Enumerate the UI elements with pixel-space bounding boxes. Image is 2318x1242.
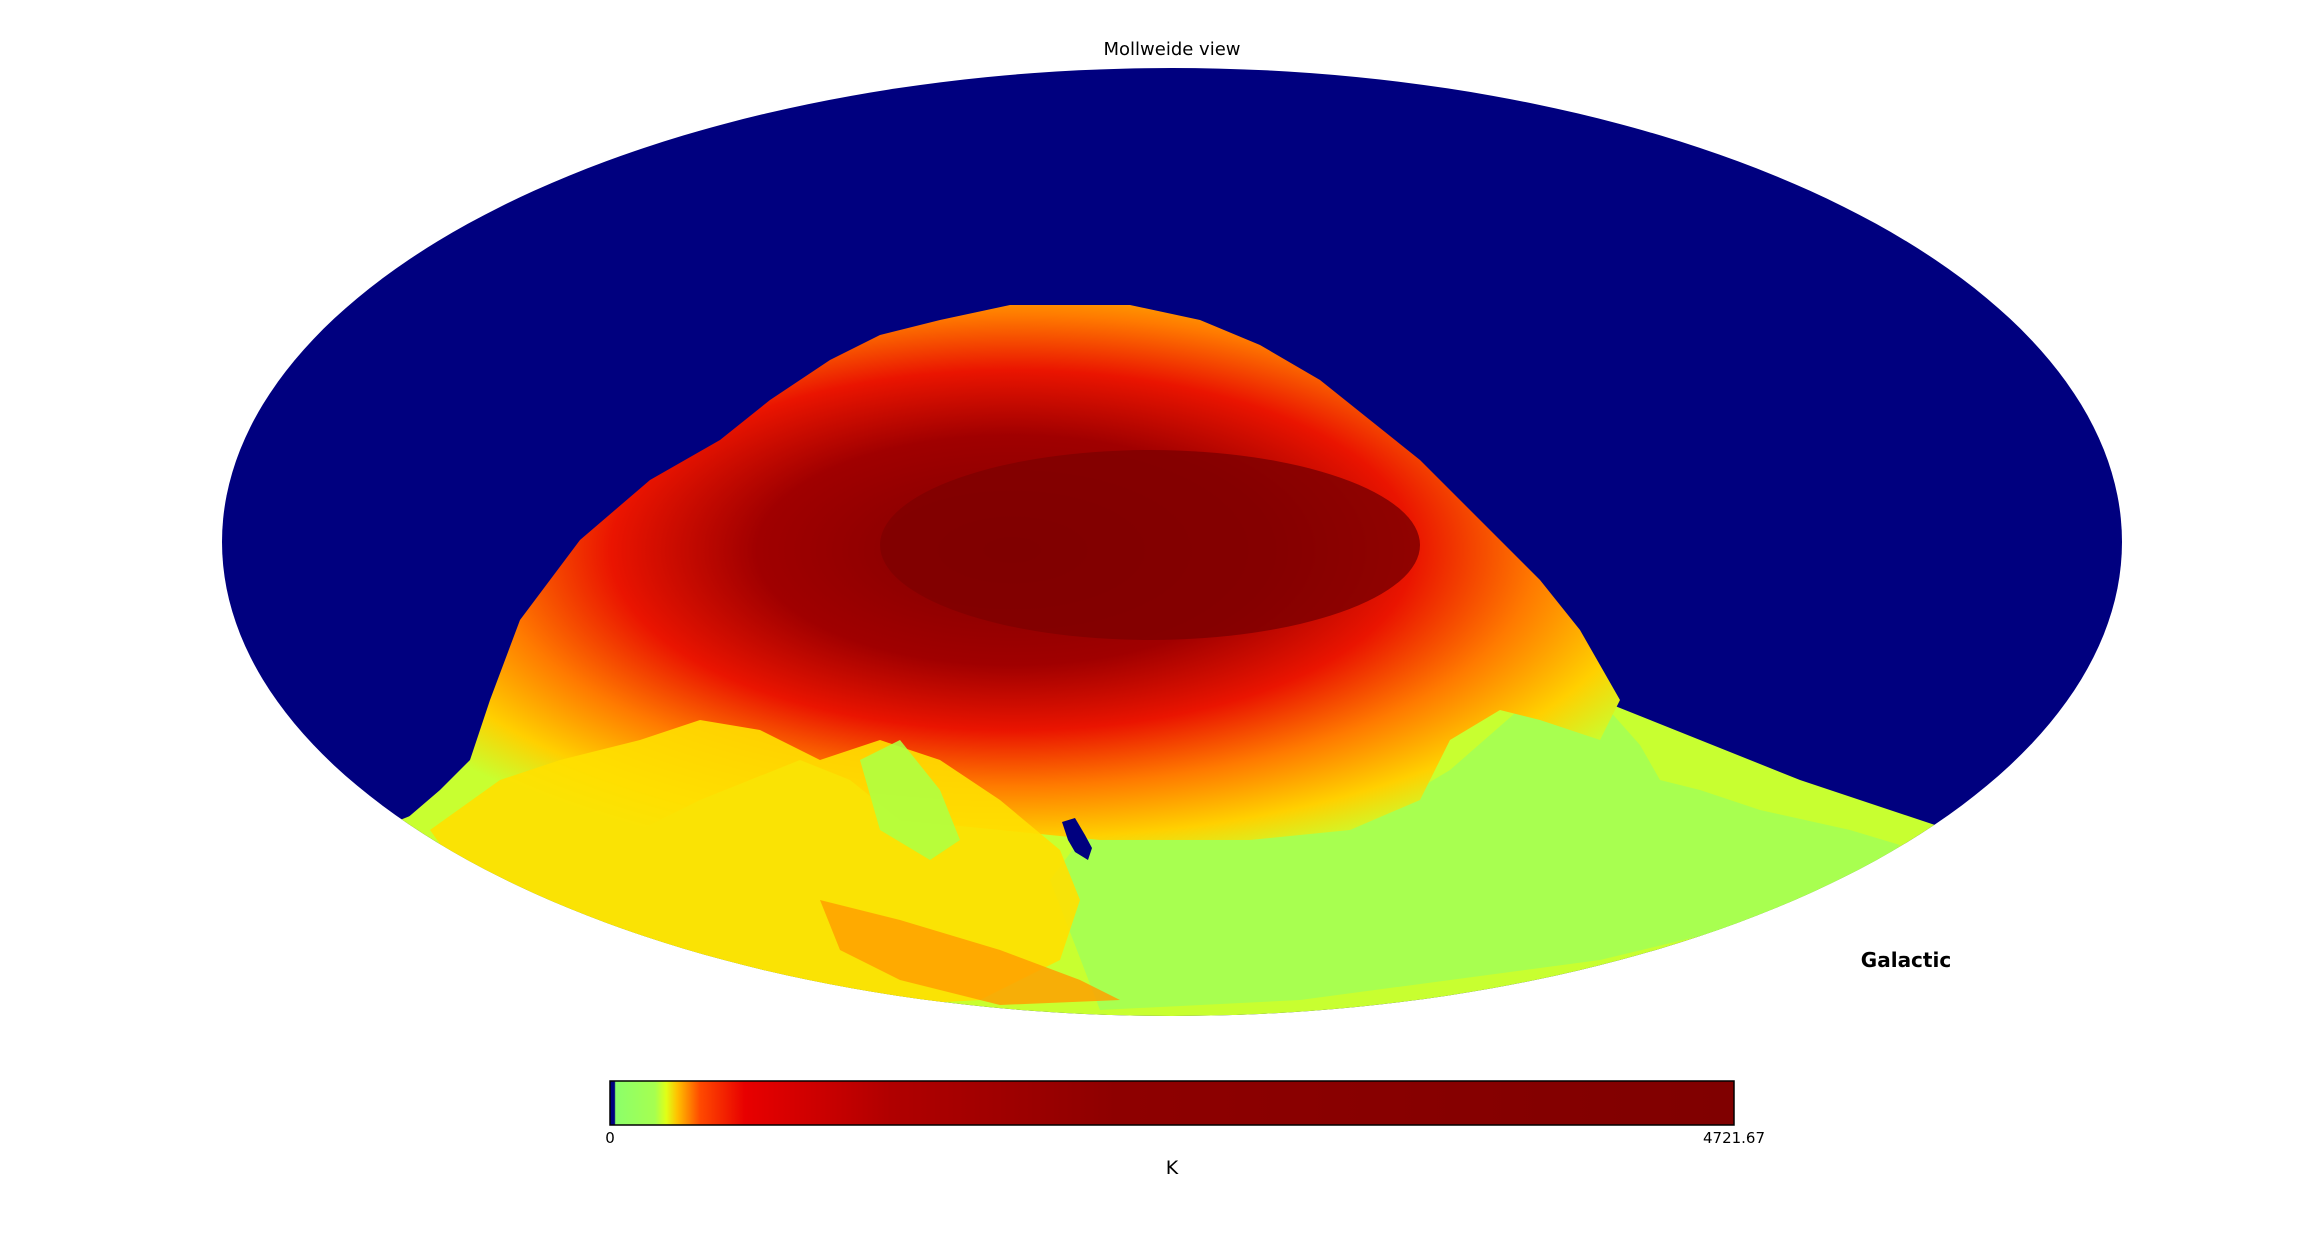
greenish-southwest-patch — [860, 740, 960, 860]
orange-southwest-band — [820, 900, 1120, 1005]
green-southeast-patch — [1050, 700, 1900, 1010]
peak-core — [880, 450, 1420, 640]
colorbar-gradient — [609, 1080, 1735, 1126]
masked-pixel-hole — [1062, 818, 1092, 860]
colorbar-max-label: 4721.67 — [1703, 1129, 1765, 1147]
colorbar-unit-label: K — [1166, 1157, 1179, 1179]
sky-map — [222, 68, 2122, 1016]
coordinate-system-label: Galactic — [1861, 948, 1951, 972]
colorbar-min-label: 0 — [605, 1129, 615, 1147]
colorbar: 0 4721.67 K — [605, 1080, 1765, 1179]
map-title: Mollweide view — [1103, 39, 1240, 60]
